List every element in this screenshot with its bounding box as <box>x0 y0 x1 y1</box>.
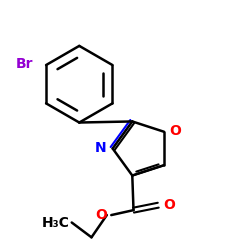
Text: N: N <box>95 141 106 155</box>
Text: Br: Br <box>16 57 34 71</box>
Text: H₃C: H₃C <box>41 216 69 230</box>
Text: O: O <box>95 208 107 222</box>
Text: O: O <box>170 124 181 138</box>
Text: O: O <box>164 198 175 212</box>
